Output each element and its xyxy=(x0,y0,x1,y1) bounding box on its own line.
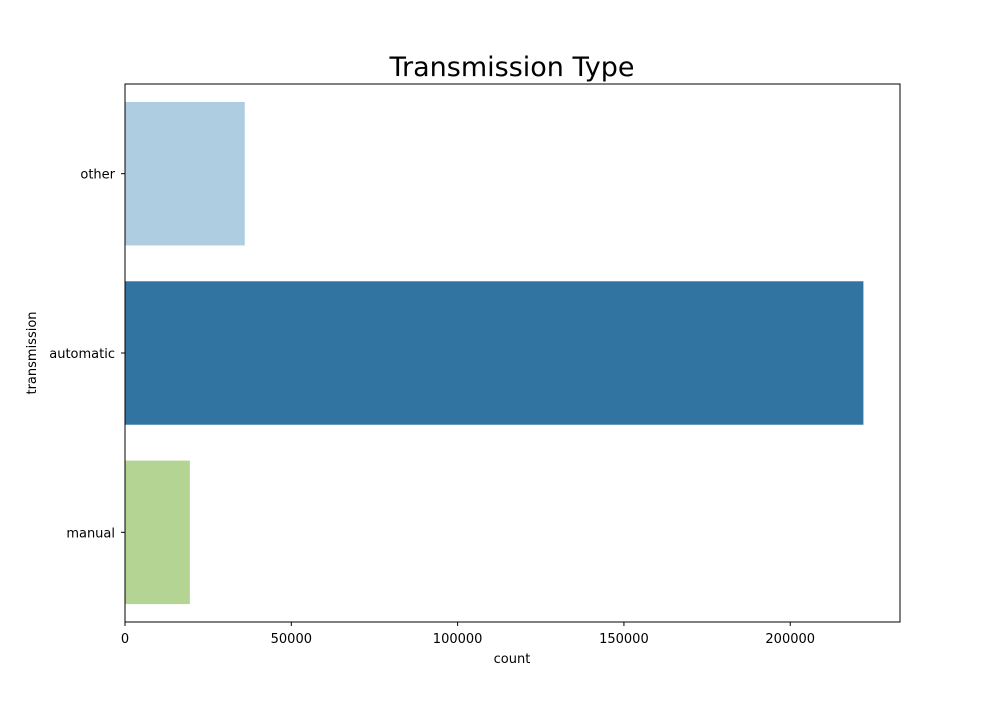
y-axis-ticks: other automatic manual xyxy=(49,168,125,541)
chart-title: Transmission Type xyxy=(388,52,634,83)
y-tick-label: manual xyxy=(66,526,115,541)
bars-group xyxy=(125,101,864,605)
y-tick-label: other xyxy=(80,168,115,183)
bar-automatic xyxy=(125,281,864,425)
x-tick-label: 200000 xyxy=(765,632,815,647)
bar-manual xyxy=(125,460,190,605)
x-tick-label: 150000 xyxy=(599,632,649,647)
x-tick-label: 50000 xyxy=(271,632,312,647)
y-axis-label: transmission xyxy=(25,311,40,394)
x-axis-ticks: 0 50000 100000 150000 200000 xyxy=(121,622,815,647)
bar-other xyxy=(125,101,245,246)
x-tick-label: 0 xyxy=(121,632,129,647)
y-tick-label: automatic xyxy=(49,347,115,362)
plot-frame xyxy=(124,83,901,623)
x-tick-label: 100000 xyxy=(433,632,483,647)
x-axis-label: count xyxy=(494,652,531,667)
